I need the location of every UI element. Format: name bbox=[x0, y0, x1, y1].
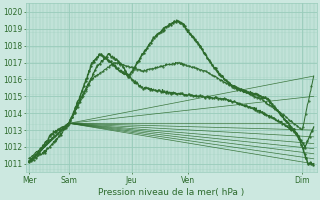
X-axis label: Pression niveau de la mer( hPa ): Pression niveau de la mer( hPa ) bbox=[98, 188, 244, 197]
